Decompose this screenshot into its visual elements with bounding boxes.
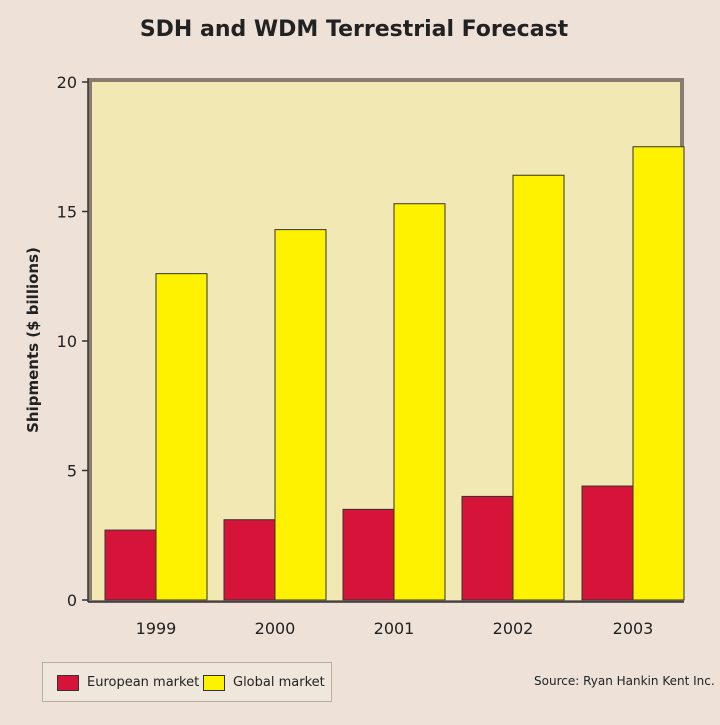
y-tick-label-5: 5 xyxy=(67,462,77,481)
source-note: Source: Ryan Hankin Kent Inc. xyxy=(534,674,715,688)
bar-european-1999 xyxy=(104,529,157,601)
legend-swatch-global xyxy=(203,675,225,691)
chart-title: SDH and WDM Terrestrial Forecast xyxy=(140,17,569,42)
x-ticks-layer: 1999 2000 2001 2002 2003 xyxy=(136,619,654,638)
y-tick-label-10: 10 xyxy=(57,332,77,351)
x-tick-label-2003: 2003 xyxy=(613,619,654,638)
bar-european-2001 xyxy=(342,508,395,601)
y-tick-label-15: 15 xyxy=(57,203,77,222)
bar-global-2003 xyxy=(632,146,685,601)
legend-swatch-european xyxy=(57,675,79,691)
x-tick-label-2002: 2002 xyxy=(493,619,534,638)
bar-global-2000 xyxy=(274,229,327,601)
legend-label-european: European market xyxy=(87,675,200,690)
x-tick-label-1999: 1999 xyxy=(136,619,177,638)
bar-global-2001 xyxy=(393,203,446,601)
bars-layer xyxy=(104,146,685,601)
legend: European market Global market xyxy=(42,662,332,702)
bar-global-1999 xyxy=(155,273,208,601)
y-tick-label-20: 20 xyxy=(57,73,77,92)
bar-european-2003 xyxy=(581,485,634,601)
y-ticks-layer: 0 5 10 15 20 xyxy=(57,73,88,610)
bar-global-2002 xyxy=(512,174,565,601)
x-tick-label-2000: 2000 xyxy=(255,619,296,638)
legend-label-global: Global market xyxy=(233,675,325,690)
x-tick-label-2001: 2001 xyxy=(374,619,415,638)
y-axis-label: Shipments ($ billions) xyxy=(24,247,42,433)
bar-european-2002 xyxy=(461,495,514,601)
bar-european-2000 xyxy=(223,519,276,601)
y-tick-label-0: 0 xyxy=(67,591,77,610)
